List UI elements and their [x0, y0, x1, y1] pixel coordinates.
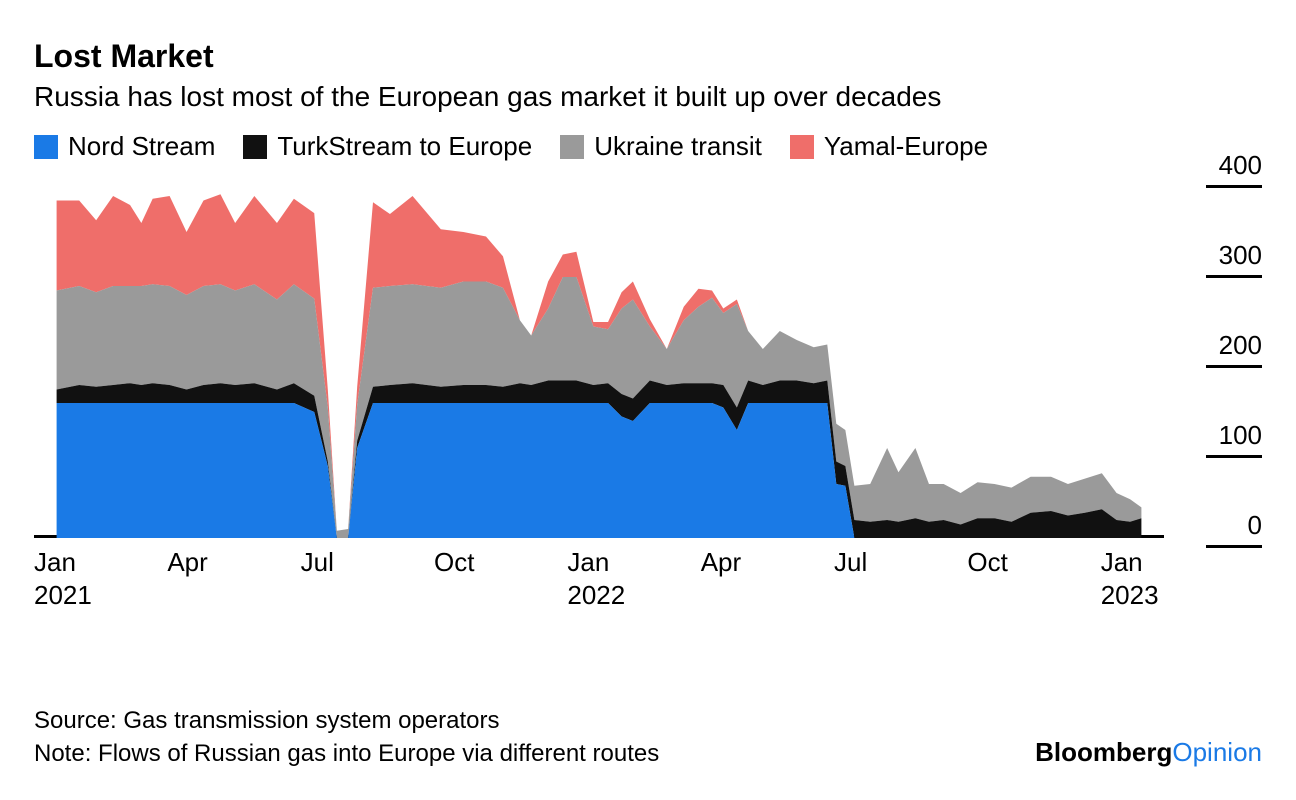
brand-mark: BloombergOpinion: [1035, 735, 1262, 770]
legend-swatch: [560, 135, 584, 159]
legend-item: Nord Stream: [34, 131, 215, 162]
y-axis-labels: 4003002001000: [1182, 178, 1262, 538]
legend-swatch: [243, 135, 267, 159]
legend-swatch: [34, 135, 58, 159]
chart-title: Lost Market: [34, 38, 1262, 75]
legend-label: Nord Stream: [68, 131, 215, 162]
legend-item: TurkStream to Europe: [243, 131, 532, 162]
x-tick: Jul: [301, 546, 334, 579]
x-tick: Oct: [967, 546, 1007, 579]
x-tick: Oct: [434, 546, 474, 579]
chart-footer: Source: Gas transmission system operator…: [34, 705, 1262, 770]
legend: Nord Stream TurkStream to Europe Ukraine t…: [34, 131, 1262, 162]
x-tick: Jan2023: [1101, 546, 1159, 611]
x-tick: Apr: [701, 546, 741, 579]
y-tick: 400: [1182, 150, 1262, 188]
chart-subtitle: Russia has lost most of the European gas…: [34, 81, 1262, 113]
chart-area: 4003002001000 Jan2021AprJulOctJan2022Apr…: [34, 178, 1262, 598]
legend-label: Yamal-Europe: [824, 131, 988, 162]
x-tick: Jul: [834, 546, 867, 579]
x-tick: Jan2022: [567, 546, 625, 611]
x-tick: Jan2021: [34, 546, 92, 611]
y-tick: 100: [1182, 420, 1262, 458]
brand-main: Bloomberg: [1035, 737, 1172, 767]
legend-label: Ukraine transit: [594, 131, 762, 162]
y-tick: 0: [1182, 510, 1262, 548]
source-line: Source: Gas transmission system operator…: [34, 705, 1262, 737]
y-tick: 200: [1182, 330, 1262, 368]
stacked-area-svg: [34, 178, 1164, 538]
y-tick: 300: [1182, 240, 1262, 278]
plot-region: [34, 178, 1164, 538]
legend-item: Ukraine transit: [560, 131, 762, 162]
x-tick: Apr: [167, 546, 207, 579]
legend-label: TurkStream to Europe: [277, 131, 532, 162]
brand-sub: Opinion: [1172, 737, 1262, 767]
legend-swatch: [790, 135, 814, 159]
legend-item: Yamal-Europe: [790, 131, 988, 162]
